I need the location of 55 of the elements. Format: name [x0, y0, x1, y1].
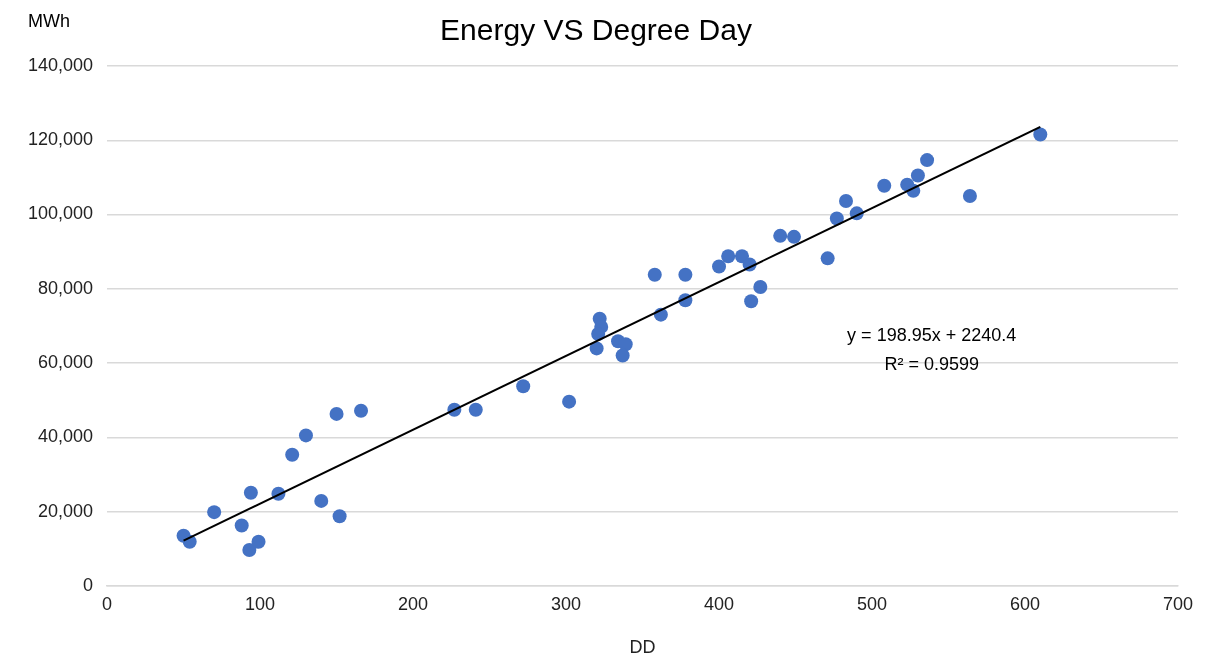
point: [207, 505, 222, 520]
point: [753, 279, 768, 294]
point: [354, 403, 369, 418]
y-tick-label: 0: [83, 574, 94, 595]
x-tick-label: 500: [857, 593, 888, 614]
x-tick-label: 100: [245, 593, 276, 614]
x-tick-label: 200: [398, 593, 429, 614]
point: [820, 251, 835, 266]
y-tick-label: 60,000: [38, 352, 94, 372]
point: [516, 379, 531, 394]
x-tick-label: 400: [704, 593, 735, 614]
point: [839, 194, 854, 209]
point: [591, 327, 606, 342]
point: [468, 402, 483, 417]
point: [734, 249, 749, 264]
y-tick-label: 100,000: [27, 203, 94, 224]
point: [786, 229, 801, 244]
point: [332, 509, 347, 524]
point: [589, 341, 604, 356]
point: [647, 267, 662, 282]
point: [618, 337, 633, 352]
y-tick-label: 120,000: [27, 129, 94, 150]
point: [721, 249, 736, 264]
point: [251, 534, 266, 549]
point: [773, 228, 788, 243]
point: [678, 267, 693, 282]
annotation: R² = 0.9599: [884, 354, 979, 375]
point: [243, 485, 258, 500]
point: [314, 493, 329, 508]
x-tick-label: 0: [102, 593, 113, 614]
point: [877, 178, 892, 193]
chart-title: Energy VS Degree Day: [440, 13, 752, 47]
point: [910, 168, 925, 183]
point: [298, 428, 313, 443]
point: [615, 348, 630, 363]
x-tick-label: 600: [1009, 593, 1041, 614]
y-axis-title: MWh: [28, 10, 70, 31]
y-tick-label: 80,000: [38, 277, 94, 298]
point: [744, 294, 759, 309]
point: [285, 447, 300, 462]
x-tick-label: 700: [1162, 593, 1194, 614]
point: [920, 153, 935, 168]
point: [1033, 127, 1048, 142]
point: [329, 406, 344, 421]
point: [234, 518, 249, 533]
x-tick-label: 300: [551, 593, 582, 614]
annotation: y = 198.95x + 2240.4: [847, 325, 1017, 346]
point: [242, 542, 257, 557]
point: [712, 259, 727, 274]
x-axis-title: DD: [629, 637, 656, 658]
y-tick-label: 40,000: [38, 426, 94, 447]
y-tick-label: 140,000: [27, 54, 94, 75]
point: [562, 394, 577, 409]
point: [962, 188, 977, 203]
y-tick-label: 20,000: [38, 500, 94, 521]
